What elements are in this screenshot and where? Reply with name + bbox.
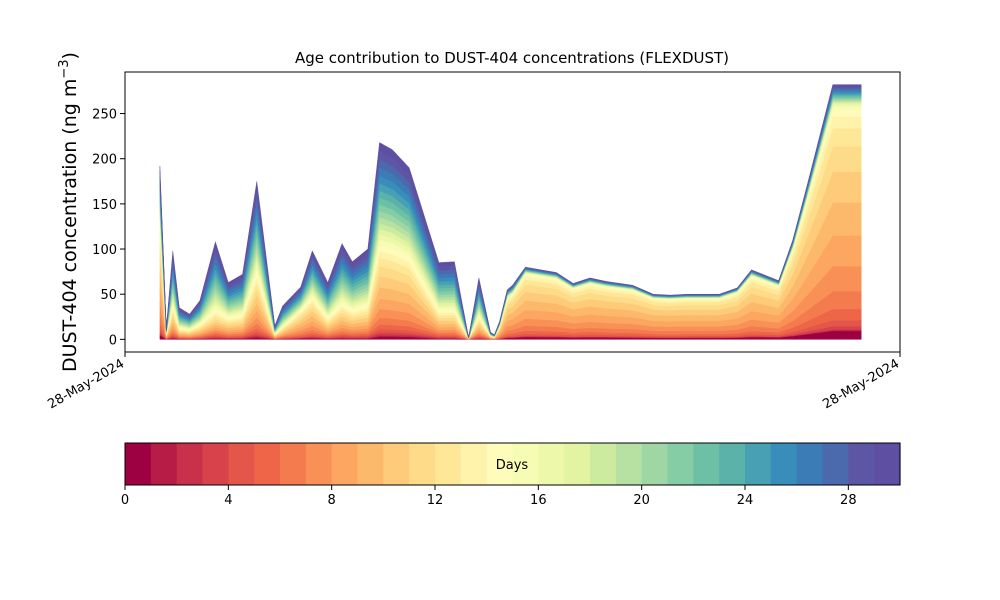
colorbar-bin bbox=[357, 443, 384, 485]
colorbar-bin bbox=[331, 443, 359, 485]
chart-title: Age contribution to DUST-404 concentrati… bbox=[295, 49, 729, 67]
x-tick-label: 28-May-2024 bbox=[820, 356, 902, 412]
colorbar-tick-label: 8 bbox=[328, 493, 336, 508]
colorbar-bin bbox=[590, 443, 617, 485]
y-axis-label-unit: −3 bbox=[57, 59, 72, 78]
colorbar-bin bbox=[796, 443, 824, 485]
colorbar-bin bbox=[435, 443, 462, 485]
colorbar-bin bbox=[202, 443, 229, 485]
colorbar-tick-label: 12 bbox=[427, 493, 444, 508]
colorbar-bin bbox=[383, 443, 410, 485]
colorbar-bin bbox=[409, 443, 436, 485]
colorbar-bin bbox=[512, 443, 539, 485]
y-tick-label: 150 bbox=[92, 198, 117, 213]
colorbar-bins bbox=[125, 443, 901, 485]
colorbar-bin bbox=[641, 443, 669, 485]
colorbar-bin bbox=[693, 443, 720, 485]
y-axis: 0 50 100 150 200 250 bbox=[92, 108, 125, 348]
colorbar-tick-label: 16 bbox=[530, 493, 547, 508]
colorbar-bin bbox=[564, 443, 591, 485]
colorbar-bin bbox=[822, 443, 849, 485]
colorbar-bin bbox=[150, 443, 178, 485]
colorbar: Days 0 4 8 12 16 20 24 28 bbox=[121, 442, 901, 508]
y-axis-label: DUST-404 concentration (ng m−3) bbox=[57, 52, 81, 372]
y-tick-label: 200 bbox=[92, 153, 117, 168]
colorbar-tick-label: 0 bbox=[121, 493, 129, 508]
colorbar-bin bbox=[615, 443, 643, 485]
plot-frame bbox=[124, 71, 901, 353]
colorbar-tick-label: 24 bbox=[737, 493, 754, 508]
colorbar-tick-label: 28 bbox=[840, 493, 857, 508]
y-tick-label: 100 bbox=[92, 243, 117, 258]
x-axis: 28-May-2024 28-May-2024 bbox=[45, 352, 902, 412]
y-tick-label: 50 bbox=[100, 288, 117, 303]
colorbar-bin bbox=[460, 443, 488, 485]
colorbar-bin bbox=[280, 443, 307, 485]
colorbar-bin bbox=[228, 443, 255, 485]
plot-area bbox=[124, 71, 901, 353]
colorbar-tick-label: 4 bbox=[224, 493, 232, 508]
colorbar-bin bbox=[667, 443, 694, 485]
colorbar-bin bbox=[305, 443, 333, 485]
colorbar-bin bbox=[538, 443, 565, 485]
colorbar-bin bbox=[176, 443, 204, 485]
stacked-area-layers bbox=[159, 84, 862, 340]
colorbar-bin bbox=[125, 443, 152, 485]
colorbar-frame bbox=[124, 442, 901, 486]
y-axis-label-close: ) bbox=[59, 52, 81, 59]
colorbar-bin bbox=[719, 443, 746, 485]
colorbar-label: Days bbox=[496, 458, 529, 473]
colorbar-bin bbox=[486, 443, 514, 485]
x-tick-label: 28-May-2024 bbox=[45, 356, 127, 412]
colorbar-bin bbox=[745, 443, 772, 485]
y-tick-label: 0 bbox=[109, 333, 117, 348]
y-axis-label-main: DUST-404 concentration (ng m bbox=[59, 79, 81, 372]
colorbar-bin bbox=[874, 443, 901, 485]
colorbar-ticks: 0 4 8 12 16 20 24 28 bbox=[121, 485, 857, 508]
colorbar-bin bbox=[770, 443, 798, 485]
y-tick-label: 250 bbox=[92, 108, 117, 123]
colorbar-bin bbox=[254, 443, 281, 485]
age-layer-29 bbox=[159, 84, 862, 338]
colorbar-bin bbox=[848, 443, 875, 485]
colorbar-tick-label: 20 bbox=[633, 493, 650, 508]
